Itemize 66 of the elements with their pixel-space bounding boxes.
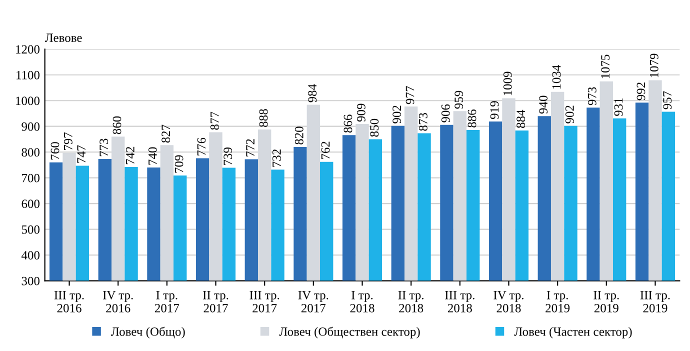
data-label: 902 [392,106,402,124]
legend-label: Ловеч (Обществен сектор) [279,326,420,338]
data-label: 957 [663,91,672,110]
data-label: 866 [344,114,352,133]
data-label: 992 [636,82,646,100]
y-tick-label: 300 [22,276,40,286]
x-tick-label: IV тр. 2018 [494,291,524,312]
x-tick-label: I тр. 2019 [546,291,570,312]
data-label: 820 [294,126,304,144]
data-label: 888 [259,109,268,127]
data-label: 797 [64,132,72,150]
data-label: 902 [565,106,574,124]
data-label: 931 [614,98,623,116]
y-tick-label: 1000 [16,96,40,106]
x-tick-label: I тр. 2017 [154,291,180,312]
data-label: 1034 [552,65,561,89]
x-tick-label: IV тр. 2017 [298,291,328,312]
data-label: 773 [100,138,108,156]
x-tick-label: I тр. 2018 [350,291,374,312]
data-label: 877 [210,112,219,130]
y-tick-label: 800 [22,148,40,157]
y-axis-title: Левове [44,34,82,42]
data-label: 984 [308,84,317,102]
data-label: 772 [246,139,254,156]
data-label: 776 [197,138,206,156]
data-label: 906 [441,104,450,122]
y-tick-label: 900 [22,122,40,131]
data-label: 739 [224,148,232,165]
data-label: 742 [126,146,134,164]
y-tick-label: 400 [21,251,40,260]
data-label: 860 [112,116,122,134]
data-label: 977 [406,86,414,104]
y-tick-label: 600 [22,200,40,208]
y-tick-label: 500 [22,225,40,234]
data-label: 709 [174,155,184,173]
data-label: 850 [370,118,379,137]
legend-label: Ловеч (Общо) [111,326,185,338]
legend-label: Ловеч (Частен сектор) [514,327,632,338]
data-label: 973 [588,87,596,106]
data-label: 762 [321,142,330,159]
data-label: 873 [418,112,428,131]
data-label: 740 [148,147,157,165]
x-tick-label: IV тр. 2016 [103,291,133,312]
y-tick-label: 1100 [16,70,40,80]
data-label: 884 [516,110,526,128]
x-tick-label: II тр. 2019 [594,291,619,312]
x-tick-label: III тр. 2017 [250,291,280,312]
data-label: 732 [272,149,281,167]
data-label: 747 [77,145,86,163]
y-tick-label: 1200 [16,45,40,54]
data-label: 827 [162,124,170,143]
data-label: 1009 [503,72,512,96]
data-label: 760 [50,142,60,160]
x-tick-label: II тр. 2017 [202,291,228,312]
x-tick-label: II тр. 2018 [398,291,424,312]
y-tick-label: 700 [22,174,40,182]
data-label: 1075 [601,54,610,78]
data-label: 886 [468,110,476,128]
x-tick-label: III тр. 2016 [54,291,84,312]
x-tick-label: III тр. 2019 [640,291,670,312]
data-label: 1079 [650,54,658,78]
data-label: 940 [539,96,548,114]
data-label: 909 [356,104,366,122]
data-label: 919 [490,101,499,120]
data-label: 959 [454,90,464,109]
x-tick-label: III тр. 2018 [445,291,474,312]
